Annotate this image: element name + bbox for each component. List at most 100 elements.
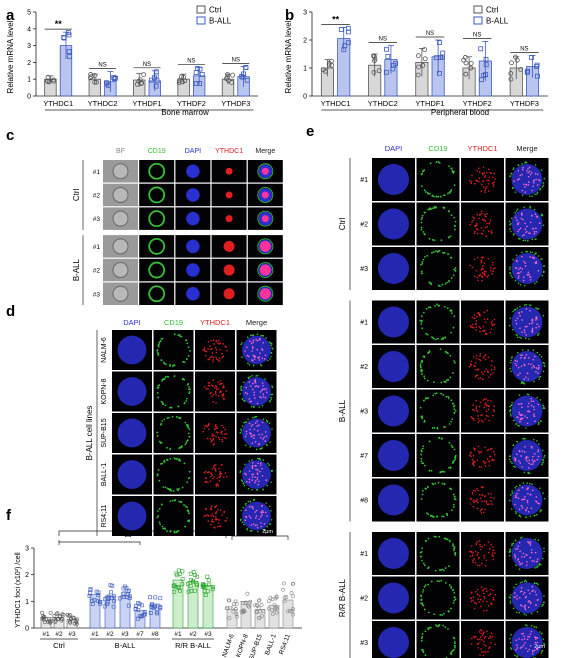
column-header: Merge [255,148,275,155]
cd19-dot [256,374,259,377]
data-point [225,606,230,611]
cd19-dot [166,459,169,462]
data-point [111,604,116,609]
ythdc1-focus [481,272,484,275]
ythdc1-focus [490,588,492,591]
merge-focus [252,507,255,510]
merge-focus [524,228,527,230]
ythdc1-focus [474,500,477,502]
ythdc1-focus [470,415,473,418]
cd19-dot [173,531,176,534]
ythdc1-focus [483,643,485,646]
ythdc1-focus [223,510,226,513]
merge-focus [261,505,263,507]
cd19-dot [509,641,512,644]
ythdc1-focus [209,438,212,440]
merge-focus [535,636,537,639]
cd19-dot [440,239,443,242]
merge-focus [514,267,517,269]
merge-focus [537,449,540,451]
merge-focus [534,452,536,455]
data-point [188,584,193,589]
merge-focus [520,590,522,593]
merge-focus [521,354,523,357]
merge-focus [516,647,519,649]
cd19-dot [186,383,189,386]
cd19-dot [450,331,453,334]
cd19-dot [441,437,443,440]
ythdc1-focus [214,506,217,509]
merge-focus [521,646,523,648]
ythdc1-focus [484,321,487,323]
ythdc1-focus [469,223,472,226]
ythdc1-focus [215,485,218,487]
micrograph-tile-dapi [372,478,415,522]
merge-focus [536,216,539,218]
cd19-dot [419,363,422,365]
data-point [142,610,147,614]
tile-background [195,413,235,453]
merge-focus [524,604,527,607]
ythdc1-focus [219,475,222,477]
micrograph-tile-merge [236,496,277,536]
cd19-dot [450,256,453,259]
merge-focus [535,262,538,265]
data-point [105,602,110,607]
merge-focus [261,349,264,351]
cd19-dot [156,516,159,519]
cd19-dot [424,630,427,633]
data-point [158,605,163,609]
cd19-dot [420,449,423,452]
cd19-dot [431,336,434,339]
ythdc1-focus [486,309,488,312]
merge-focus [521,212,523,214]
ythdc1-focus [473,601,476,604]
cd19-dot [169,530,172,533]
ythdc1-focus [211,384,213,386]
tile-wrapper [247,160,283,183]
merge-focus [521,505,523,507]
merge-focus [519,550,521,553]
ythdc1-focus [480,632,483,635]
cd19-dot [240,389,243,391]
merge-focus [256,526,259,529]
cd19-dot [161,420,164,422]
cd19-dot [421,547,423,550]
ythdc1-focus [203,347,206,349]
cd19-ring [148,186,166,204]
ythdc1-focus [475,542,478,544]
ythdc1-focus [481,173,484,176]
cd19-dot [511,544,513,547]
data-point [461,57,467,63]
data-point [96,593,100,597]
merge-focus [521,173,523,176]
ythdc1-focus [475,543,478,546]
ythdc1-focus [473,464,475,467]
cd19-dot [452,274,455,277]
cd19-dot [169,500,172,503]
merge-focus [529,542,531,545]
merge-focus [532,185,534,187]
cd19-dot [185,339,188,342]
ythdc1-focus [214,527,216,529]
ythdc1-focus [492,371,494,374]
cd19-dot [161,462,164,465]
ythdc1-focus [220,472,223,475]
merge-focus [248,398,251,400]
cd19-dot [260,447,263,450]
ythdc1-focus [218,525,221,527]
cd19-dot [425,308,428,310]
merge-focus [517,223,519,226]
cd19-dot [441,482,444,485]
cd19-dot [271,343,273,345]
ythdc1-focus [480,419,483,422]
cd19-dot [541,258,543,260]
cd19-dot [453,411,456,414]
ythdc1-focus [208,385,211,387]
merge-focus [518,508,521,511]
cd19-dot [543,456,545,459]
merge-focus [254,476,256,478]
data-point [176,80,182,86]
merge-focus [254,422,257,424]
ythdc1-focus [493,368,496,370]
